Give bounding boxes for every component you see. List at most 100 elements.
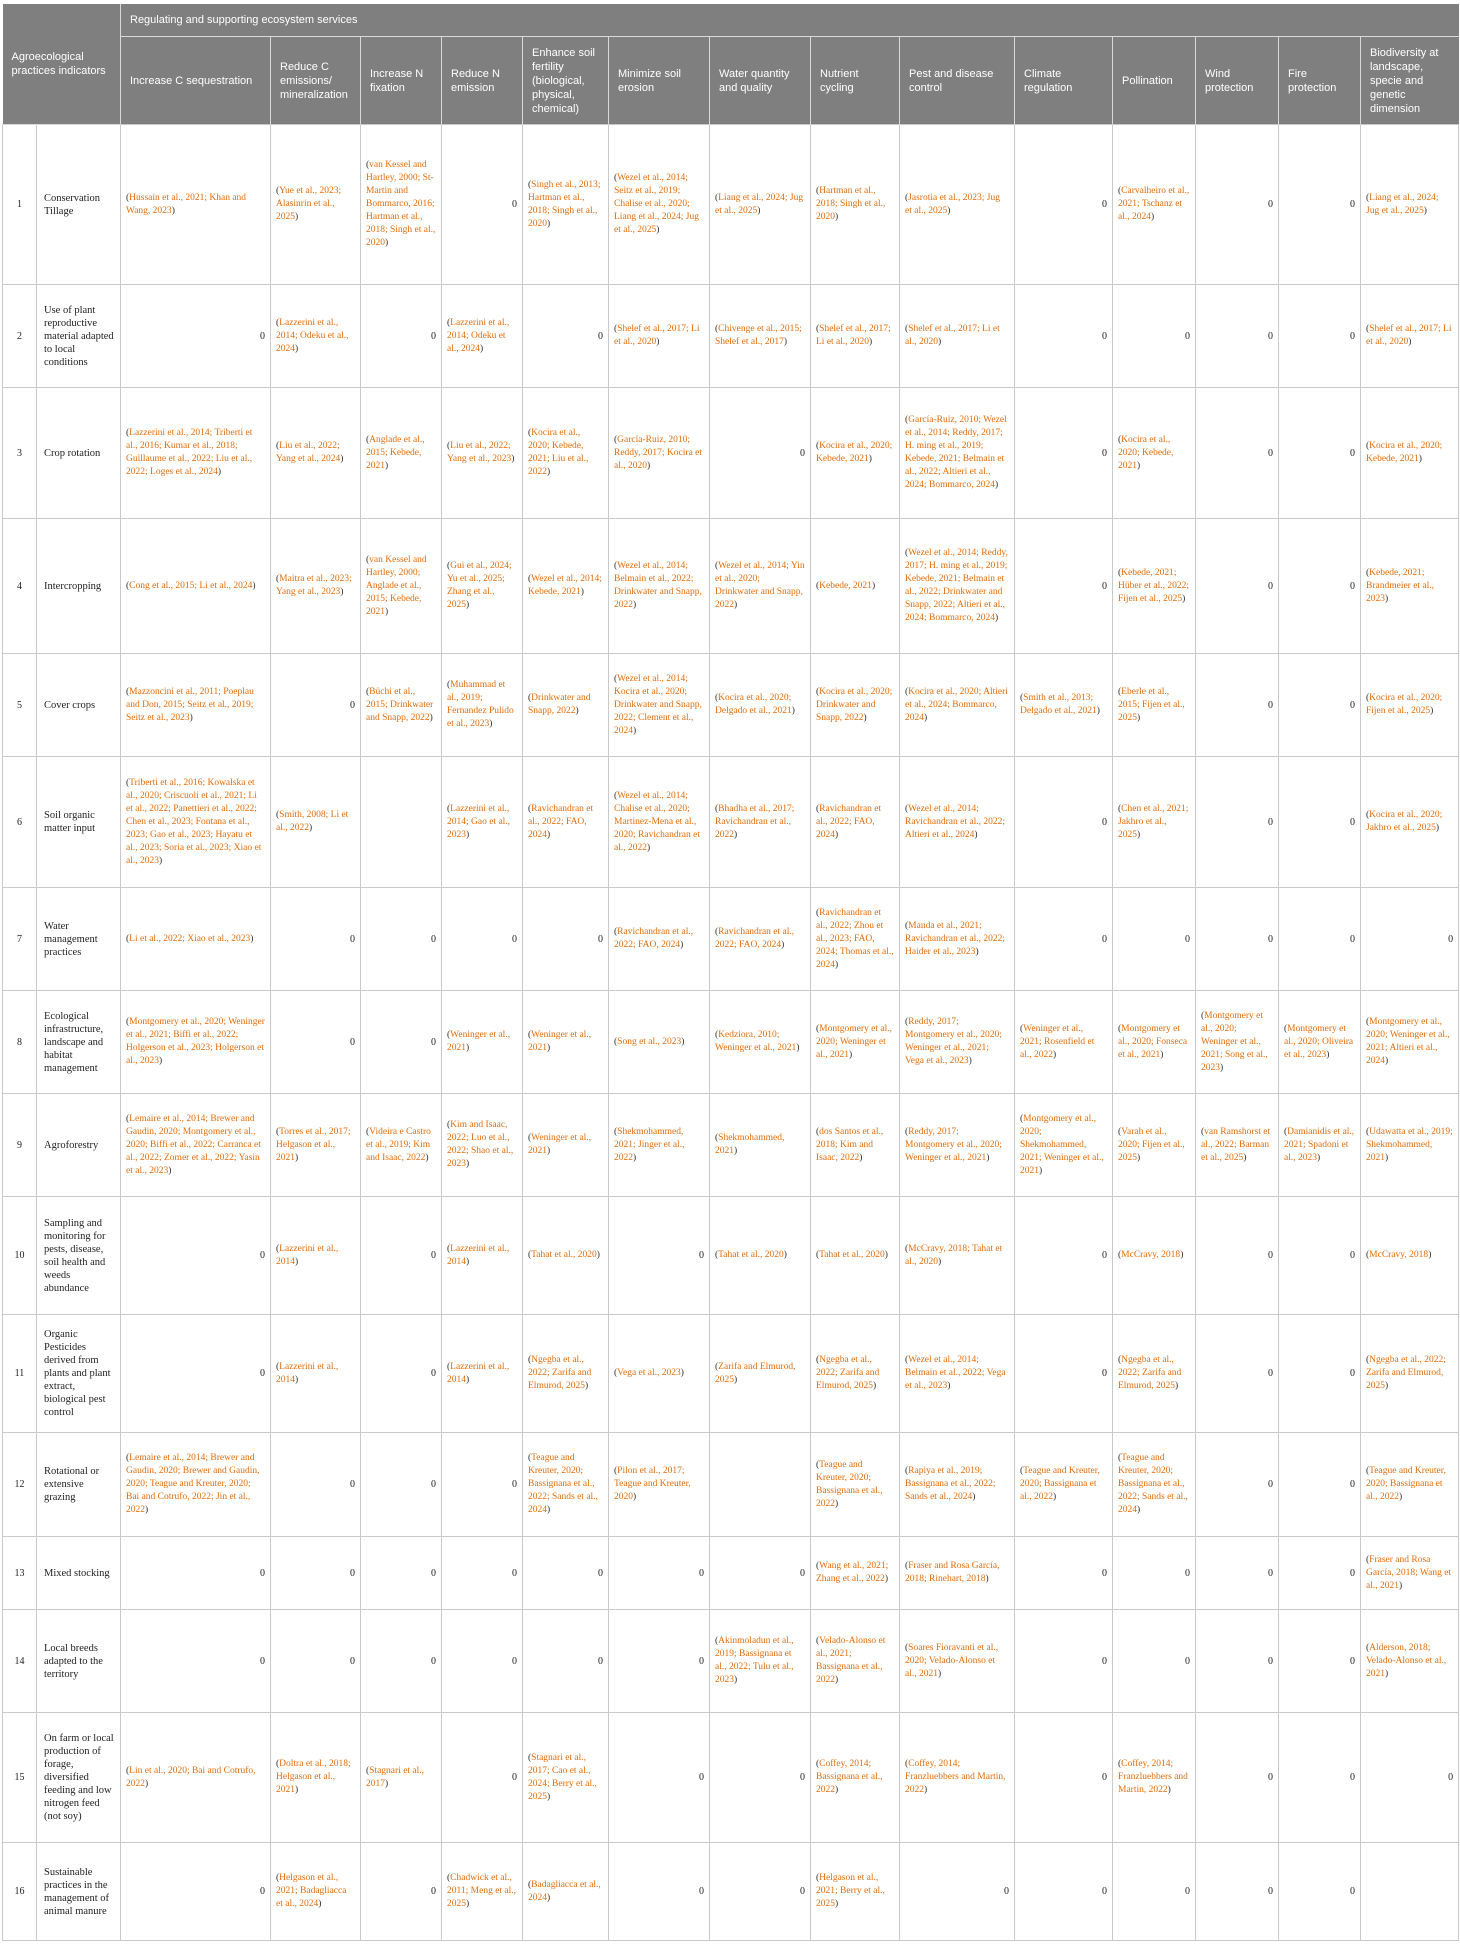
reference-cell: van Kessel and Hartley, 2000; Anglade et… — [360, 518, 442, 654]
practice-name: Conservation Tillage — [36, 124, 121, 285]
table-row: 15 On farm or local production of forage,… — [2, 1712, 1460, 1843]
reference-cell: Wezel et al., 2014; Belmain et al., 2022… — [608, 518, 710, 654]
zero-value-cell: 0 — [522, 887, 609, 991]
reference-cell: Triberti et al., 2016; Kowalska et al., … — [120, 756, 271, 888]
reference-cell: Lazzerini et al., 2014; Gao et al., 2023 — [441, 756, 523, 888]
reference-cell: García-Ruiz, 2010; Reddy, 2017; Kocira e… — [608, 387, 710, 519]
reference-cell: Helgason et al., 2021; Badagliacca et al… — [270, 1842, 361, 1941]
practice-name: Use of plant reproductive material adapt… — [36, 284, 121, 388]
column-header: Reduce C emissions/ mineralization — [270, 36, 361, 125]
practice-name: Soil organic matter input — [36, 756, 121, 888]
row-number: 1 — [2, 124, 37, 285]
reference-cell: Udawatta et al., 2019; Shekmohammed, 202… — [1359, 1093, 1460, 1197]
zero-value-cell: 0 — [441, 124, 523, 285]
zero-value-cell: 0 — [360, 284, 442, 388]
zero-value-cell: 0 — [441, 1536, 523, 1610]
reference-cell: Smith et al., 2013; Delgado et al., 2021 — [1014, 653, 1113, 757]
zero-value-cell: 0 — [120, 1536, 271, 1610]
zero-value-cell: 0 — [608, 1842, 710, 1941]
reference-cell: Shekmohammed, 2021 — [709, 1093, 811, 1197]
reference-cell: Bhadha et al., 2017; Ravichandran et al.… — [709, 756, 811, 888]
zero-value-cell: 0 — [360, 1609, 442, 1713]
table-header: Agroecological practices indicators Regu… — [2, 4, 1459, 125]
zero-value-cell: 0 — [1195, 124, 1279, 285]
zero-value-cell: 0 — [1359, 887, 1460, 991]
reference-cell: Teague and Kreuter, 2020; Bassignana et … — [1359, 1432, 1460, 1537]
reference-cell: Lazzerini et al., 2014; Odeku et al., 20… — [270, 284, 361, 388]
zero-value-cell: 0 — [709, 1536, 811, 1610]
zero-value-cell: 0 — [270, 1432, 361, 1537]
practice-name: Rotational or extensive grazing — [36, 1432, 121, 1537]
reference-cell: Reddy, 2017; Montgomery et al., 2020; We… — [899, 990, 1015, 1094]
practice-name: Water management practices — [36, 887, 121, 991]
column-header-row: Increase C sequestration Reduce C emissio… — [3, 36, 1459, 125]
practice-name: Crop rotation — [36, 387, 121, 519]
zero-value-cell: 0 — [1278, 1196, 1361, 1315]
zero-value-cell: 0 — [1195, 1432, 1279, 1537]
reference-cell: Vega et al., 2023 — [608, 1314, 710, 1433]
reference-cell: Ngegba et al., 2022; Zarifa and Elmurod,… — [522, 1314, 609, 1433]
zero-value-cell: 0 — [608, 1609, 710, 1713]
reference-cell: Muhammad et al., 2019; Fernandez Pulido … — [441, 653, 523, 757]
reference-cell: Montgomery et al., 2020; Weninger et al.… — [1195, 990, 1279, 1094]
reference-cell: Wezel et al., 2014; Yin et al., 2020; Dr… — [709, 518, 811, 654]
reference-cell: Pilon et al., 2017; Teague and Kreuter, … — [608, 1432, 710, 1537]
zero-value-cell: 0 — [1014, 1609, 1113, 1713]
zero-value-cell: 0 — [120, 1314, 271, 1433]
reference-cell: Lin et al., 2020; Bai and Cotrufo, 2022 — [120, 1712, 271, 1843]
table-row: 14 Local breeds adapted to the territory 0… — [2, 1609, 1460, 1713]
zero-value-cell: 0 — [522, 1536, 609, 1610]
reference-cell: Teague and Kreuter, 2020; Bassignana et … — [810, 1432, 900, 1537]
table-row: 16 Sustainable practices in the managemen… — [2, 1842, 1460, 1941]
zero-value-cell: 0 — [1014, 756, 1113, 888]
zero-value-cell: 0 — [608, 1712, 710, 1843]
reference-cell: Akinmoladun et al., 2019; Bassignana et … — [709, 1609, 811, 1713]
zero-value-cell: 0 — [1278, 1536, 1361, 1610]
reference-cell: Kebede, 2021 — [810, 518, 900, 654]
reference-cell: Lazzerini et al., 2014 — [441, 1314, 523, 1433]
reference-cell: García-Ruiz, 2010; Wezel et al., 2014; R… — [899, 387, 1015, 519]
zero-value-cell: 0 — [120, 1609, 271, 1713]
reference-cell: Kocira et al., 2020; Kebede, 2021 — [810, 387, 900, 519]
zero-value-cell: 0 — [120, 284, 271, 388]
zero-value-cell: 0 — [270, 1536, 361, 1610]
reference-cell: Kocira et al., 2020; Kebede, 2021; Liu e… — [522, 387, 609, 519]
reference-cell: Ravichandran et al., 2022; FAO, 2024 — [608, 887, 710, 991]
row-number: 10 — [2, 1196, 37, 1315]
reference-cell: Wezel et al., 2014; Reddy, 2017; H. ming… — [899, 518, 1015, 654]
reference-cell: Kebede, 2021; Brandmeier et al., 2023 — [1359, 518, 1460, 654]
reference-cell: Manda et al., 2021; Ravichandran et al.,… — [899, 887, 1015, 991]
reference-cell: Helgason et al., 2021; Berry et al., 202… — [810, 1842, 900, 1941]
reference-cell: Wezel et al., 2014; Belmain et al., 2022… — [899, 1314, 1015, 1433]
reference-cell: Videira e Castro et al., 2019; Kim and I… — [360, 1093, 442, 1197]
reference-cell: Kocira et al., 2020; Fijen et al., 2025 — [1359, 653, 1460, 757]
column-header: Minimize soil erosion — [608, 36, 710, 125]
reference-cell: Wezel et al., 2014; Ravichandran et al.,… — [899, 756, 1015, 888]
reference-cell: Büchi et al., 2015; Drinkwater and Snapp… — [360, 653, 442, 757]
reference-cell: Wezel et al., 2014; Kebede, 2021 — [522, 518, 609, 654]
zero-value-cell: 0 — [1195, 1314, 1279, 1433]
reference-cell: Teague and Kreuter, 2020; Bassignana et … — [522, 1432, 609, 1537]
practice-name: Ecological infrastructure, landscape and… — [36, 990, 121, 1094]
reference-cell: Kedziora, 2010; Weninger et al., 2021 — [709, 990, 811, 1094]
reference-cell: Kocira et al., 2020; Delgado et al., 202… — [709, 653, 811, 757]
row-number: 9 — [2, 1093, 37, 1197]
zero-value-cell: 0 — [1014, 284, 1113, 388]
empty-cell — [360, 756, 442, 888]
reference-cell: Tahat et al., 2020 — [709, 1196, 811, 1315]
group-header: Regulating and supporting ecosystem serv… — [119, 4, 1459, 37]
ecosystem-services-table: Agroecological practices indicators Regu… — [2, 4, 1460, 1941]
zero-value-cell: 0 — [1195, 284, 1279, 388]
reference-cell: Ngegba et al., 2022; Zarifa and Elmurod,… — [1359, 1314, 1460, 1433]
zero-value-cell: 0 — [360, 1196, 442, 1315]
zero-value-cell: 0 — [1014, 387, 1113, 519]
reference-cell: Wezel et al., 2014; Seitz et al., 2019; … — [608, 124, 710, 285]
zero-value-cell: 0 — [120, 1196, 271, 1315]
reference-cell: Montgomery et al., 2020; Oliveira et al.… — [1278, 990, 1361, 1094]
row-number: 16 — [2, 1842, 37, 1941]
zero-value-cell: 0 — [1195, 518, 1279, 654]
zero-value-cell: 0 — [1195, 1842, 1279, 1941]
reference-cell: Soares Fioravanti et al., 2020; Velado-A… — [899, 1609, 1015, 1713]
